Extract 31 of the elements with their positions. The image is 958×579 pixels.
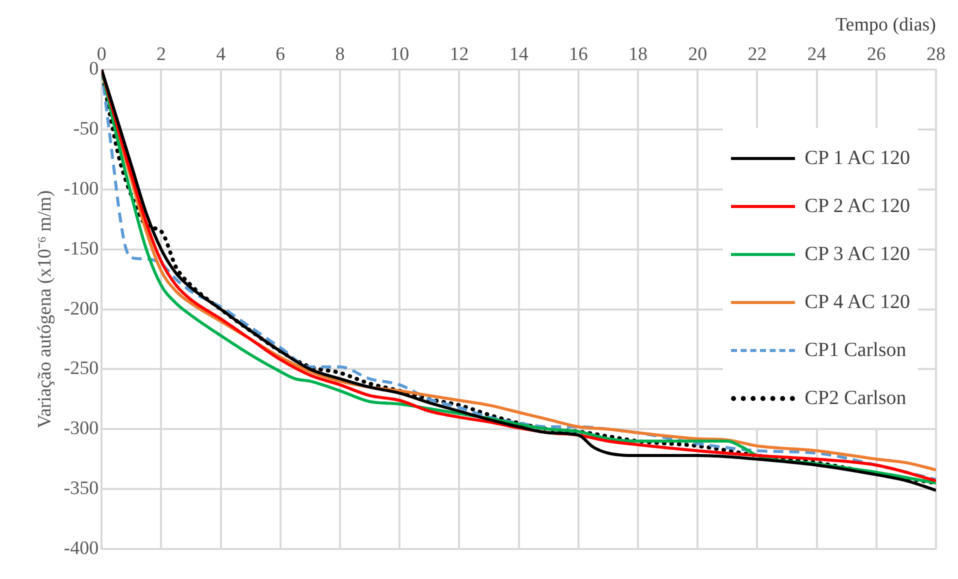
y-tick-label: -300	[64, 418, 99, 440]
x-tick-label: 14	[509, 44, 529, 66]
legend-label: CP2 Carlson	[804, 386, 906, 410]
y-tick-label: -150	[64, 238, 99, 260]
legend-label: CP 1 AC 120	[804, 146, 910, 170]
x-tick-label: 8	[335, 44, 345, 66]
x-tick-label: 16	[568, 44, 588, 66]
legend-label: CP 3 AC 120	[804, 242, 910, 266]
x-tick-label: 10	[390, 44, 410, 66]
legend-label: CP 4 AC 120	[804, 290, 910, 314]
y-tick-label: -400	[64, 538, 99, 559]
x-tick-label: 24	[807, 44, 827, 66]
x-tick-label: 6	[276, 44, 286, 66]
y-tick-label: -250	[64, 358, 99, 380]
y-tick-label: 0	[89, 58, 99, 80]
y-tick-label: -200	[64, 298, 99, 320]
x-tick-label: 2	[156, 44, 166, 66]
legend-label: CP 2 AC 120	[804, 194, 910, 218]
y-axis-title: Variação autógena (x10⁻⁶ m/m)	[34, 190, 56, 428]
x-tick-label: 12	[450, 44, 469, 66]
y-tick-label: -350	[64, 478, 99, 500]
x-tick-label: 22	[748, 44, 767, 66]
y-tick-label: -100	[64, 178, 99, 200]
x-tick-label: 4	[216, 44, 226, 66]
x-axis-title: Tempo (dias)	[835, 14, 936, 36]
legend-label: CP1 Carlson	[804, 338, 906, 362]
x-tick-label: 20	[688, 44, 708, 66]
y-tick-label: -50	[73, 118, 99, 140]
x-tick-label: 18	[628, 44, 648, 66]
x-tick-label: 28	[926, 44, 946, 66]
x-tick-label: 26	[866, 44, 886, 66]
